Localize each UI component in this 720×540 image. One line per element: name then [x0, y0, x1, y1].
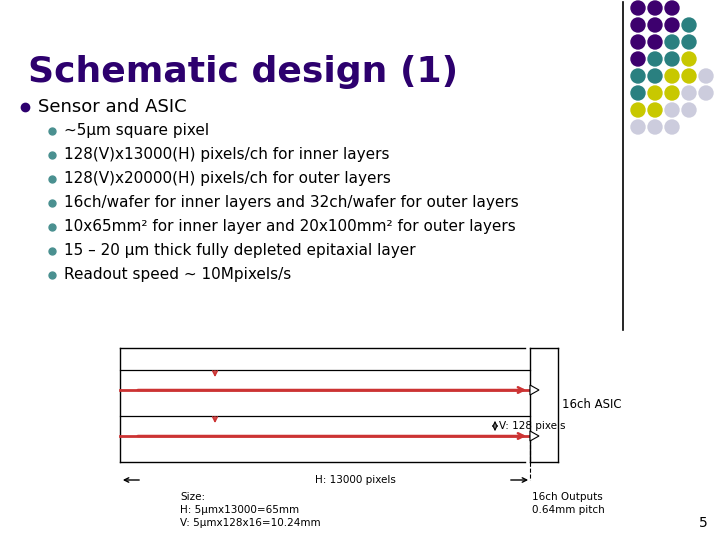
Polygon shape — [530, 385, 539, 395]
Circle shape — [631, 18, 645, 32]
Circle shape — [682, 103, 696, 117]
Text: 15 – 20 μm thick fully depleted epitaxial layer: 15 – 20 μm thick fully depleted epitaxia… — [64, 244, 415, 259]
Circle shape — [631, 120, 645, 134]
Text: 16ch Outputs
0.64mm pitch: 16ch Outputs 0.64mm pitch — [532, 492, 605, 515]
Circle shape — [648, 52, 662, 66]
Text: ~5μm square pixel: ~5μm square pixel — [64, 124, 209, 138]
Circle shape — [699, 69, 713, 83]
Text: 128(V)x20000(H) pixels/ch for outer layers: 128(V)x20000(H) pixels/ch for outer laye… — [64, 172, 391, 186]
Circle shape — [665, 52, 679, 66]
Circle shape — [665, 1, 679, 15]
Circle shape — [682, 86, 696, 100]
Polygon shape — [530, 431, 539, 441]
Circle shape — [682, 69, 696, 83]
Circle shape — [631, 86, 645, 100]
Text: 16ch/wafer for inner layers and 32ch/wafer for outer layers: 16ch/wafer for inner layers and 32ch/waf… — [64, 195, 518, 211]
Text: Sensor and ASIC: Sensor and ASIC — [38, 98, 186, 116]
Circle shape — [665, 35, 679, 49]
Circle shape — [682, 18, 696, 32]
Circle shape — [631, 1, 645, 15]
Circle shape — [631, 103, 645, 117]
Circle shape — [699, 86, 713, 100]
Circle shape — [682, 35, 696, 49]
Text: V: 128 pixels: V: 128 pixels — [499, 421, 565, 431]
Circle shape — [631, 35, 645, 49]
Circle shape — [665, 120, 679, 134]
Text: Readout speed ~ 10Mpixels/s: Readout speed ~ 10Mpixels/s — [64, 267, 292, 282]
Text: 16ch ASIC: 16ch ASIC — [562, 399, 621, 411]
Circle shape — [648, 103, 662, 117]
Text: 5: 5 — [699, 516, 708, 530]
Circle shape — [648, 1, 662, 15]
Circle shape — [648, 69, 662, 83]
Circle shape — [648, 86, 662, 100]
Circle shape — [665, 69, 679, 83]
Circle shape — [648, 18, 662, 32]
Text: Size:
H: 5μmx13000=65mm
V: 5μmx128x16=10.24mm: Size: H: 5μmx13000=65mm V: 5μmx128x16=10… — [180, 492, 320, 529]
Text: 128(V)x13000(H) pixels/ch for inner layers: 128(V)x13000(H) pixels/ch for inner laye… — [64, 147, 390, 163]
Text: Schematic design (1): Schematic design (1) — [28, 55, 458, 89]
Circle shape — [665, 86, 679, 100]
Circle shape — [648, 120, 662, 134]
Circle shape — [682, 52, 696, 66]
Circle shape — [665, 18, 679, 32]
Circle shape — [665, 103, 679, 117]
Circle shape — [631, 52, 645, 66]
Circle shape — [631, 69, 645, 83]
Text: 10x65mm² for inner layer and 20x100mm² for outer layers: 10x65mm² for inner layer and 20x100mm² f… — [64, 219, 516, 234]
Text: H: 13000 pixels: H: 13000 pixels — [315, 475, 395, 485]
Circle shape — [648, 35, 662, 49]
